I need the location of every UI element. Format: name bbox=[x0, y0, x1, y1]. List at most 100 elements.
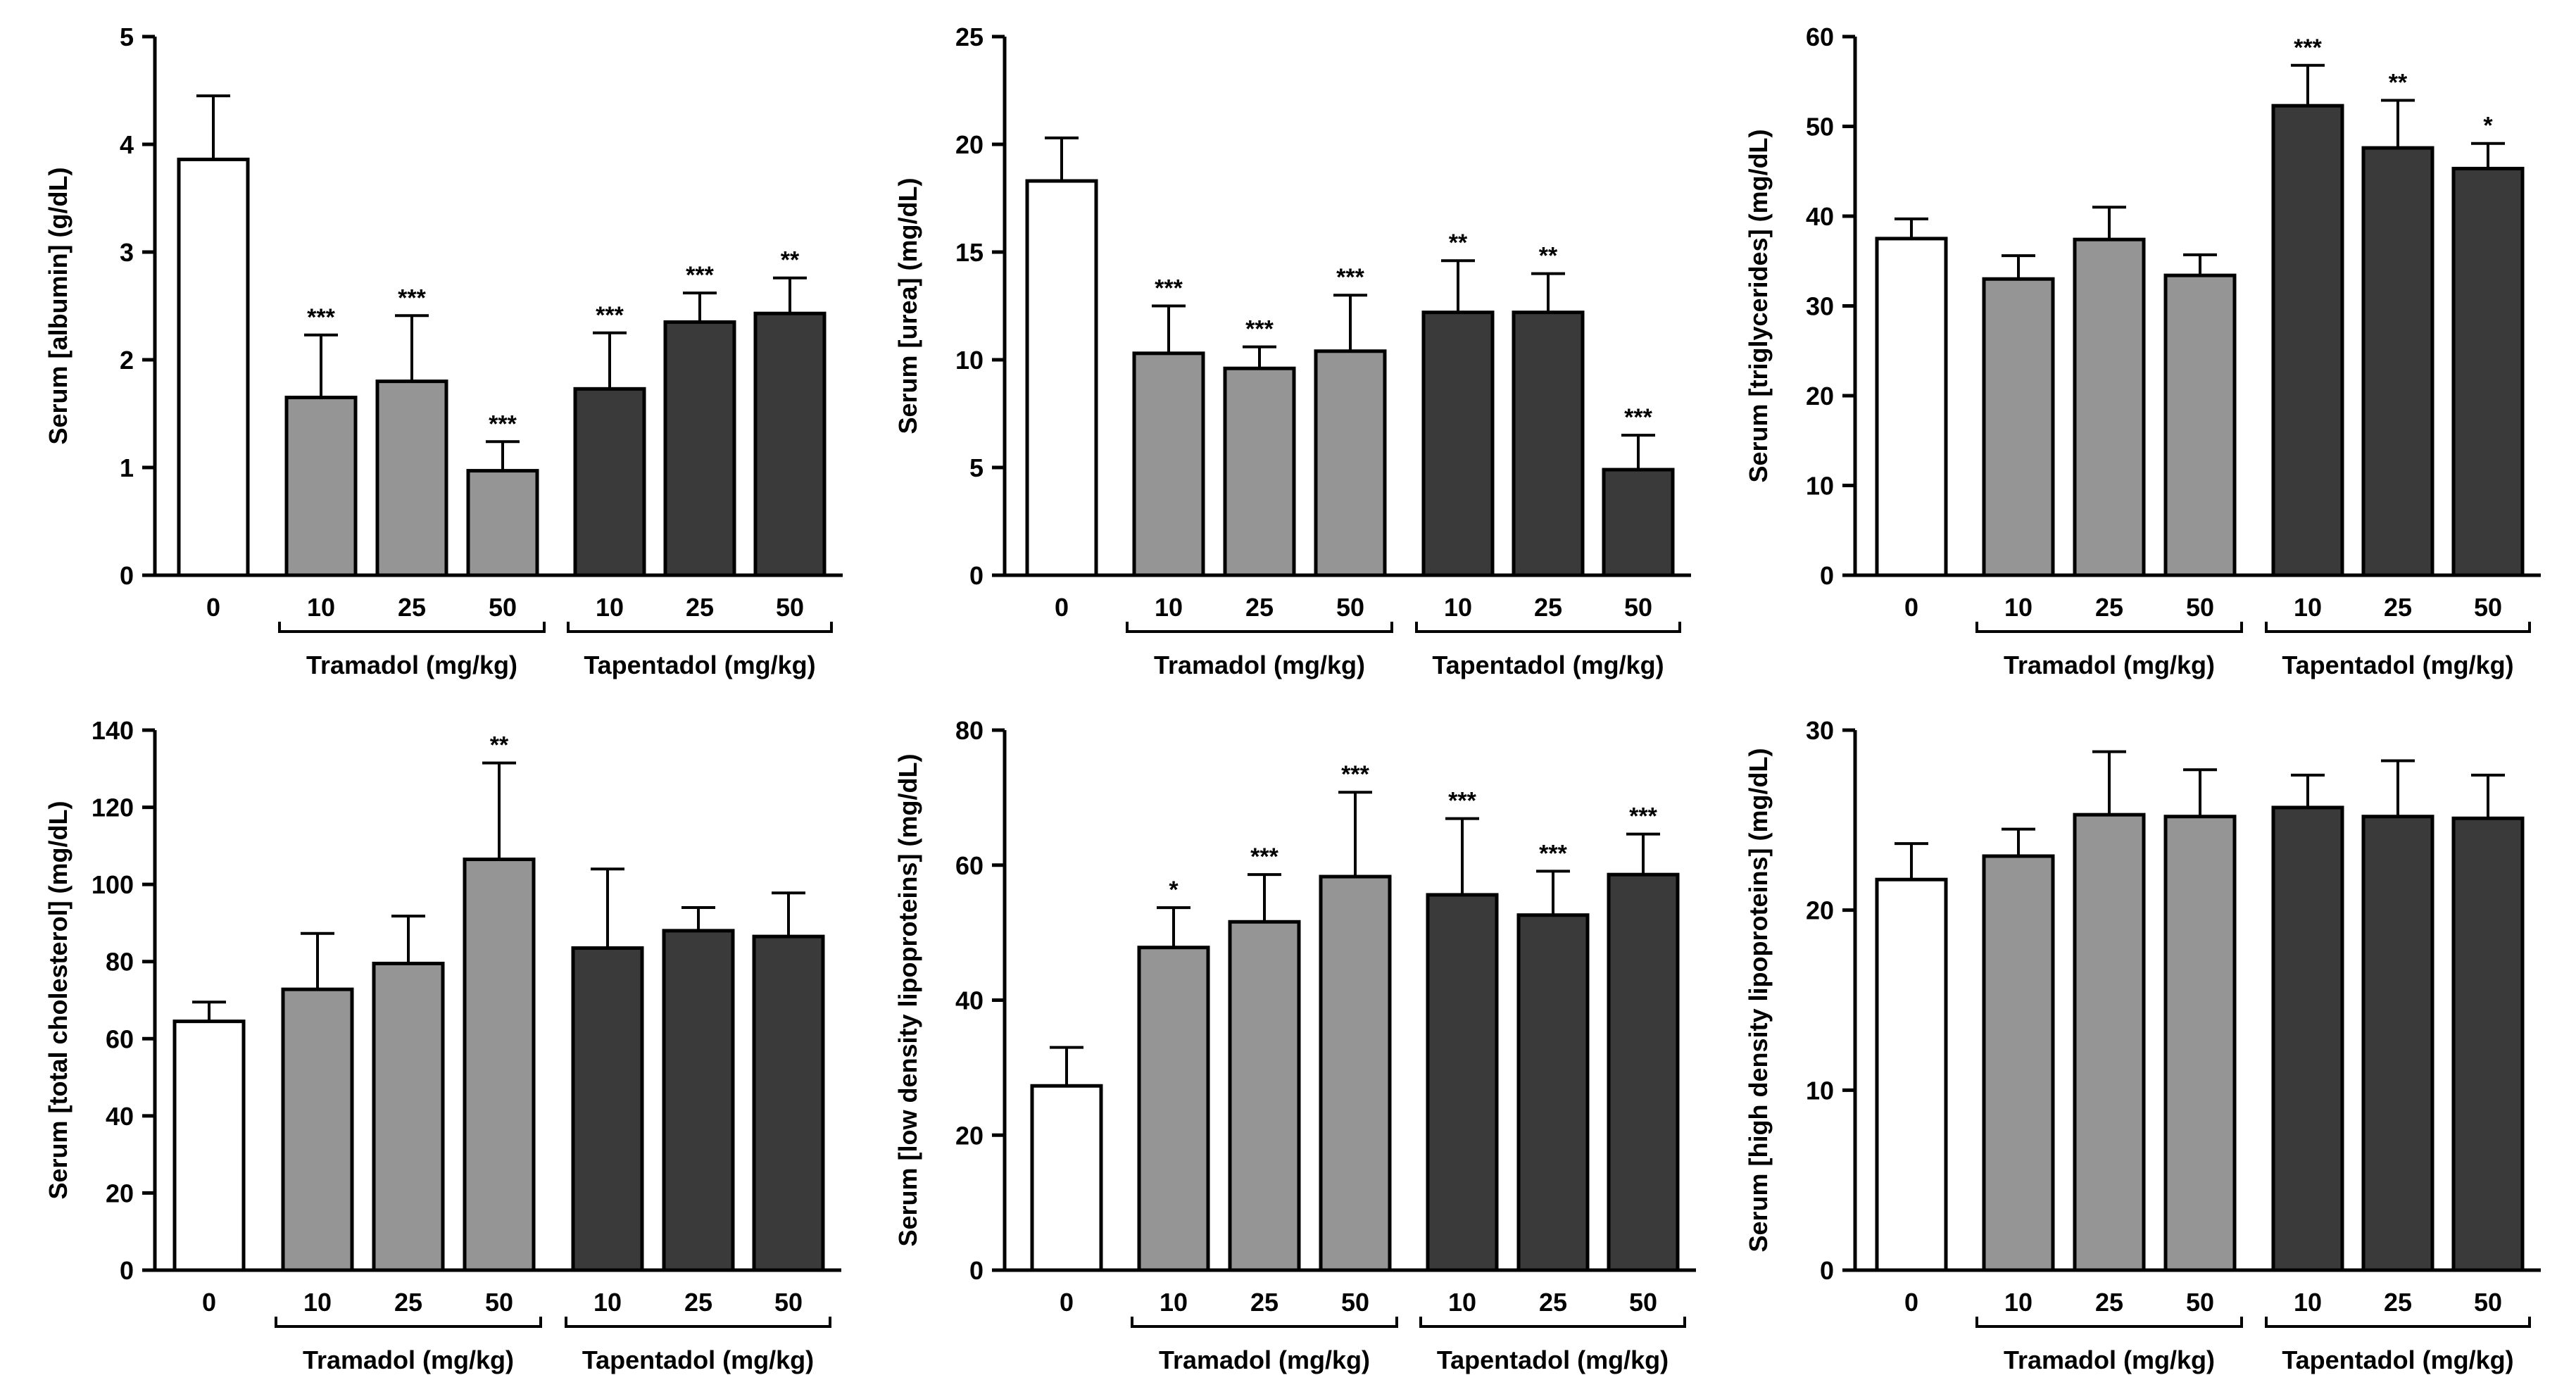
x-tick-label: 10 bbox=[2294, 1288, 2322, 1317]
significance-label: *** bbox=[1624, 404, 1652, 431]
group-bracket bbox=[565, 1317, 831, 1328]
y-tick-label: 0 bbox=[120, 1256, 134, 1285]
x-tick-label: 25 bbox=[398, 593, 426, 622]
x-tick-label: 50 bbox=[2186, 1288, 2214, 1317]
group-label-tapentadol: Tapentadol (mg/kg) bbox=[1432, 651, 1664, 679]
y-tick-label: 5 bbox=[969, 453, 984, 482]
y-tick-label: 120 bbox=[92, 793, 134, 822]
x-tick-label: 10 bbox=[593, 1288, 622, 1317]
significance-label: *** bbox=[686, 262, 714, 289]
y-tick-label: 20 bbox=[106, 1179, 134, 1207]
chart-panel-5: 0 20 40 60 80 Serum [low density lipoproteins… bbox=[893, 716, 1696, 1374]
significance-label: *** bbox=[1250, 843, 1278, 870]
y-tick-label: 140 bbox=[92, 716, 134, 745]
x-tick-label: 25 bbox=[686, 593, 714, 622]
x-tick-label: 50 bbox=[2186, 593, 2214, 622]
group-bracket bbox=[2265, 1317, 2531, 1328]
y-tick-label: 40 bbox=[106, 1102, 134, 1131]
bar-control bbox=[1875, 877, 1948, 1272]
chart-panel-3: 0 10 20 30 40 50 60 Serum [triglycerides] (mg/d… bbox=[1744, 23, 2541, 679]
group-label-tramadol: Tramadol (mg/kg) bbox=[2004, 651, 2215, 679]
significance-label: *** bbox=[2294, 34, 2322, 61]
significance-label: ** bbox=[781, 247, 800, 274]
x-tick-label: 25 bbox=[2384, 593, 2412, 622]
x-tick-label: 25 bbox=[1250, 1288, 1278, 1317]
significance-label: *** bbox=[1155, 275, 1183, 302]
y-tick-label: 0 bbox=[969, 561, 984, 590]
bar-tapentadol bbox=[662, 929, 735, 1272]
y-tick-label: 1 bbox=[120, 453, 134, 482]
x-tick-label: 25 bbox=[1534, 593, 1562, 622]
bar-tapentadol bbox=[2451, 816, 2525, 1272]
y-tick-label: 40 bbox=[955, 986, 984, 1015]
y-tick-label: 20 bbox=[955, 1121, 984, 1150]
x-tick-label: 50 bbox=[2474, 593, 2502, 622]
y-tick-label: 2 bbox=[120, 346, 134, 375]
group-label-tapentadol: Tapentadol (mg/kg) bbox=[1437, 1345, 1669, 1374]
significance-label: ** bbox=[1539, 243, 1558, 270]
y-tick-label: 50 bbox=[1806, 113, 1834, 142]
y-tick-label: 0 bbox=[1820, 561, 1834, 590]
significance-label: ** bbox=[2389, 70, 2408, 96]
y-tick-label: 80 bbox=[955, 716, 984, 745]
x-tick-label: 0 bbox=[1904, 593, 1918, 622]
significance-label: *** bbox=[489, 410, 517, 437]
y-tick-label: 25 bbox=[955, 23, 984, 51]
group-bracket bbox=[1131, 1317, 1398, 1328]
x-tick-label: 10 bbox=[1160, 1288, 1188, 1317]
group-bracket bbox=[1975, 622, 2243, 633]
y-tick-label: 20 bbox=[1806, 382, 1834, 410]
group-label-tramadol: Tramadol (mg/kg) bbox=[1159, 1345, 1370, 1374]
bar-tramadol bbox=[2073, 813, 2146, 1272]
chart-panel-2: 0 5 10 15 20 25 Serum [urea] (mg/dL) 0 *** 10 *** 2… bbox=[893, 23, 1691, 679]
bar-tramadol bbox=[466, 469, 539, 577]
y-tick-label: 0 bbox=[120, 561, 134, 590]
group-bracket bbox=[1975, 1317, 2243, 1328]
bar-tapentadol bbox=[2271, 805, 2344, 1272]
bar-tapentadol bbox=[753, 311, 827, 577]
x-tick-label: 10 bbox=[307, 593, 335, 622]
bar-tapentadol bbox=[1602, 468, 1675, 577]
bar-tapentadol bbox=[573, 387, 646, 577]
bar-control bbox=[1875, 237, 1948, 577]
x-tick-label: 0 bbox=[206, 593, 220, 622]
y-tick-label: 10 bbox=[1806, 1076, 1834, 1105]
y-axis-label: Serum [high density lipoproteins] (mg/dL… bbox=[1744, 748, 1773, 1253]
y-tick-label: 30 bbox=[1806, 716, 1834, 745]
group-label-tramadol: Tramadol (mg/kg) bbox=[1154, 651, 1365, 679]
x-tick-label: 50 bbox=[1336, 593, 1364, 622]
x-tick-label: 50 bbox=[1629, 1288, 1657, 1317]
significance-label: *** bbox=[1539, 840, 1567, 867]
x-tick-label: 25 bbox=[2384, 1288, 2412, 1317]
y-tick-label: 30 bbox=[1806, 292, 1834, 321]
x-tick-label: 50 bbox=[774, 1288, 803, 1317]
y-axis-label: Serum [low density lipoproteins] (mg/dL) bbox=[893, 753, 922, 1246]
group-bracket bbox=[1126, 622, 1393, 633]
bar-tapentadol bbox=[571, 946, 644, 1272]
bar-tapentadol bbox=[663, 320, 736, 577]
bar-tramadol bbox=[284, 396, 358, 577]
y-tick-label: 10 bbox=[955, 346, 984, 375]
x-tick-label: 25 bbox=[2095, 1288, 2123, 1317]
bar-tapentadol bbox=[2451, 166, 2525, 577]
bar-tapentadol bbox=[1426, 893, 1499, 1272]
bar-tramadol bbox=[281, 987, 354, 1272]
x-tick-label: 25 bbox=[1245, 593, 1274, 622]
x-tick-label: 25 bbox=[394, 1288, 422, 1317]
x-tick-label: 0 bbox=[202, 1288, 216, 1317]
bar-tramadol bbox=[463, 858, 536, 1272]
bar-tramadol bbox=[1132, 351, 1205, 577]
bar-tramadol bbox=[375, 379, 448, 577]
y-tick-label: 60 bbox=[955, 851, 984, 880]
bar-control bbox=[1030, 1084, 1103, 1272]
x-tick-label: 0 bbox=[1060, 1288, 1074, 1317]
group-bracket bbox=[567, 622, 833, 633]
group-label-tapentadol: Tapentadol (mg/kg) bbox=[584, 651, 815, 679]
y-tick-label: 10 bbox=[1806, 472, 1834, 501]
x-tick-label: 10 bbox=[596, 593, 624, 622]
y-tick-label: 40 bbox=[1806, 202, 1834, 231]
bar-tramadol bbox=[1982, 277, 2055, 577]
bar-tramadol bbox=[2163, 273, 2237, 577]
y-tick-label: 15 bbox=[955, 238, 984, 267]
